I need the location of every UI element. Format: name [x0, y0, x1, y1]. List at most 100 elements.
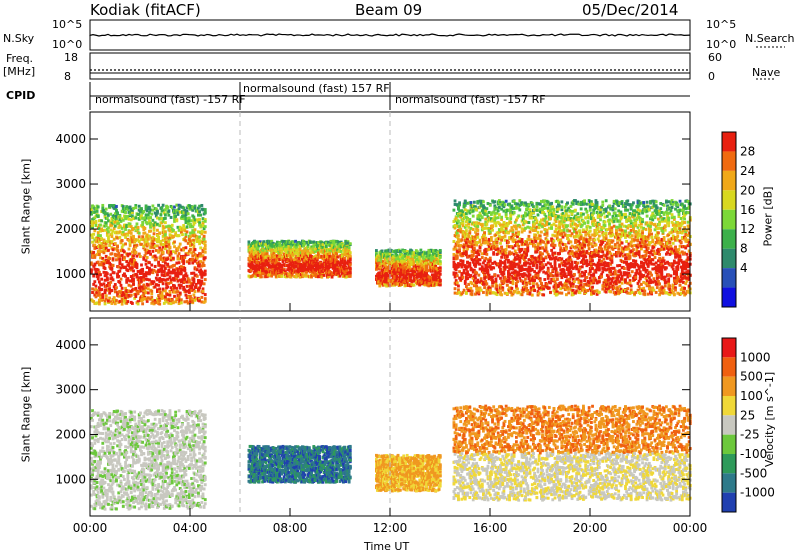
power-echo-cell	[347, 246, 351, 250]
power-echo-cell	[128, 210, 132, 214]
power-echo-cell	[115, 204, 118, 208]
power-echo-cell	[128, 212, 132, 216]
power-echo-cell	[199, 213, 203, 217]
power-echo-cell	[170, 223, 174, 227]
power-echo-cell	[97, 286, 101, 290]
power-echo-cell	[129, 293, 133, 297]
power-echo-cell	[118, 235, 122, 239]
power-echo-cell	[177, 234, 181, 238]
power-echo-cell	[468, 217, 472, 221]
power-echo-cell	[469, 286, 473, 290]
power-echo-cell	[177, 245, 181, 249]
power-echo-cell	[128, 241, 132, 245]
power-echo-cell	[116, 212, 119, 216]
freq-tick-bottom: 8	[64, 70, 71, 83]
power-echo-cell	[178, 242, 182, 246]
power-echo-cell	[110, 217, 114, 221]
power-echo-cell	[99, 263, 102, 267]
power-echo-region-3	[375, 248, 442, 288]
power-echo-cell	[160, 248, 164, 252]
power-echo-cell	[102, 282, 106, 286]
power-echo-cell	[96, 231, 100, 235]
power-echo-cell	[118, 257, 122, 261]
power-echo-cell	[93, 238, 97, 242]
power-echo-cell	[480, 256, 484, 260]
power-echo-cell	[91, 240, 94, 244]
power-echo-cell	[189, 247, 192, 251]
power-echo-cell	[187, 216, 191, 220]
power-echo-cell	[175, 286, 179, 290]
power-echo-cell	[99, 273, 102, 277]
power-echo-cell	[93, 210, 97, 214]
power-echo-cell	[129, 268, 133, 272]
power-echo-cell	[176, 248, 180, 252]
power-echo-cell	[137, 235, 141, 239]
power-echo-cell	[97, 291, 101, 295]
power-echo-cell	[124, 227, 127, 231]
power-echo-cell	[117, 274, 121, 278]
power-echo-cell	[104, 297, 108, 301]
power-echo-cell	[149, 216, 153, 220]
power-echo-cell	[141, 267, 145, 271]
power-echo-cell	[96, 277, 100, 281]
power-echo-cell	[177, 252, 181, 256]
power-echo-cell	[499, 267, 502, 271]
power-echo-cell	[113, 242, 117, 246]
noise-search-label: N.Search	[745, 32, 795, 45]
power-echo-cell	[132, 269, 135, 273]
freq-panel-frame	[89, 52, 691, 80]
power-echo-cell	[133, 258, 137, 262]
power-echo-cell	[111, 278, 115, 282]
power-echo-cell	[499, 276, 502, 280]
power-echo-cell	[141, 235, 145, 239]
power-echo-cell	[126, 252, 130, 256]
power-echo-cell	[159, 213, 163, 217]
power-echo-cell	[90, 250, 93, 254]
power-echo-cell	[126, 278, 130, 282]
power-echo-cell	[104, 221, 108, 225]
power-echo-cell	[124, 274, 127, 278]
power-echo-cell	[478, 262, 482, 266]
power-echo-cell	[112, 296, 116, 300]
power-echo-cell	[148, 205, 151, 209]
power-echo-cell	[95, 209, 99, 213]
power-echo-cell	[179, 301, 183, 305]
power-echo-cell	[93, 229, 97, 233]
power-echo-cell	[95, 290, 99, 294]
power-echo-cell	[119, 266, 123, 270]
power-echo-cell	[112, 226, 116, 230]
power-echo-cell	[105, 216, 109, 220]
power-echo-cell	[491, 228, 494, 232]
power-echo-cell	[126, 277, 130, 281]
power-echo-cell	[125, 224, 129, 228]
power-echo-cell	[280, 274, 284, 278]
power-echo-cell	[124, 214, 127, 218]
power-echo-cell	[157, 203, 160, 207]
noise-sky-trace	[89, 33, 691, 37]
power-echo-cell	[348, 271, 352, 275]
power-echo-cell	[93, 263, 97, 267]
power-echo-cell	[136, 302, 140, 306]
power-echo-cell	[91, 287, 94, 291]
power-echo-cell	[504, 248, 508, 252]
power-echo-cell	[95, 253, 99, 257]
power-echo-cell	[130, 301, 134, 305]
power-echo-cell	[496, 247, 500, 251]
power-echo-cell	[110, 232, 114, 236]
power-echo-cell	[457, 234, 460, 238]
power-echo-cell	[110, 276, 114, 280]
power-echo-cell	[158, 287, 162, 291]
power-echo-cell	[130, 260, 134, 264]
power-echo-cell	[193, 228, 197, 232]
power-echo-cell	[438, 278, 442, 282]
power-echo-cell	[127, 217, 131, 221]
power-echo-cell	[193, 290, 197, 294]
noise-sky-label: N.Sky	[3, 32, 35, 45]
power-echo-cell	[108, 283, 112, 287]
power-echo-cell	[164, 216, 167, 220]
power-echo-cell	[488, 203, 492, 207]
power-echo-cell	[113, 283, 117, 287]
power-echo-cell	[153, 264, 157, 268]
power-echo-cell	[90, 209, 93, 213]
freq-label: Freq.	[6, 52, 34, 65]
